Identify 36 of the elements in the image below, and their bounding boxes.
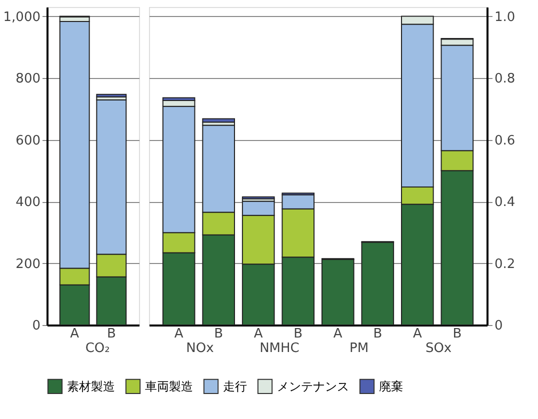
legend-label: メンテナンス	[277, 379, 349, 394]
x-tick-label: A	[254, 326, 263, 342]
bar	[361, 242, 394, 326]
x-tick-label: A	[333, 326, 342, 342]
x-tick-label: B	[106, 326, 116, 342]
x-tick-label: A	[70, 326, 80, 342]
y2-tick-label: 0.8	[494, 72, 516, 87]
y-tick-label: 200	[16, 256, 40, 272]
y-tick-label: 600	[16, 133, 40, 148]
y2-tick-label: 0.6	[494, 133, 516, 148]
text: NOx	[186, 341, 214, 356]
legend-label: 走行	[223, 379, 247, 394]
y-tick-label: 400	[16, 195, 40, 210]
y-tick-label: 1,000	[3, 10, 40, 25]
bar	[96, 94, 127, 98]
x-tick-label: A	[412, 326, 422, 342]
y-tick-label: 0	[32, 318, 40, 334]
x-tick-label: B	[452, 326, 462, 342]
x-tick-label: B	[294, 326, 303, 342]
y2-tick-label: 0	[494, 318, 503, 334]
y2-tick-label: 0.4	[494, 195, 516, 210]
legend-label: 車両製造	[145, 379, 193, 394]
x-tick-label: B	[214, 326, 224, 342]
bar	[321, 259, 354, 326]
y2-tick-label: 1.0	[494, 10, 516, 25]
y2-tick-label: 0.2	[494, 256, 516, 272]
text: NMHC	[260, 341, 300, 356]
x-tick-label: A	[174, 326, 184, 342]
text: SOx	[425, 341, 452, 356]
bar	[202, 118, 235, 123]
y-tick-label: 800	[16, 72, 40, 87]
x-tick-label: B	[373, 326, 382, 342]
text: CO₂	[85, 341, 110, 356]
legend-label: 素材製造	[67, 379, 115, 394]
legend-label: 廃棄	[379, 379, 403, 394]
text: PM	[349, 341, 369, 356]
